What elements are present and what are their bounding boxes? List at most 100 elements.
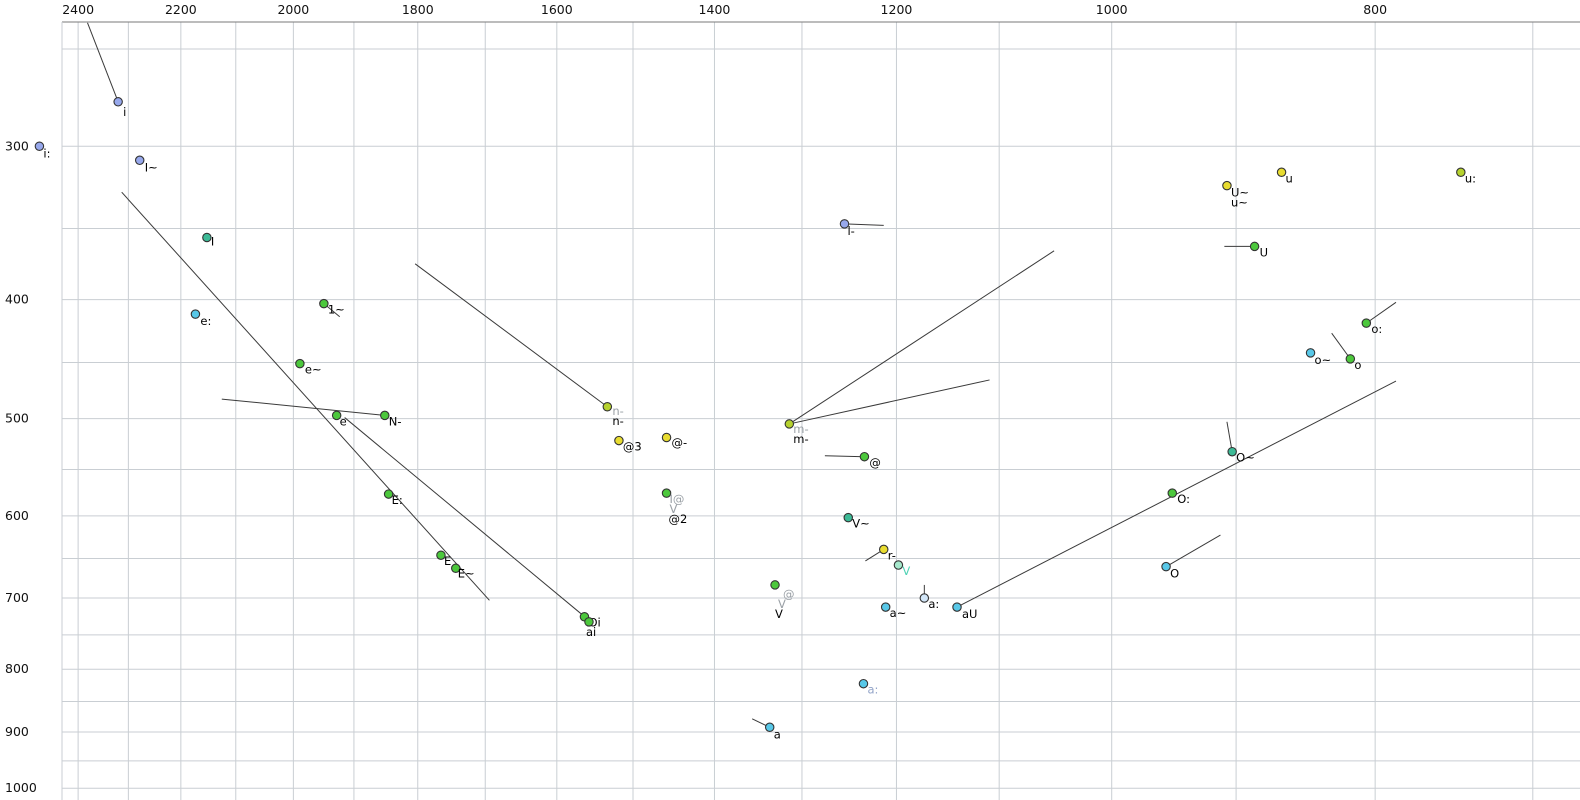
vowel-point-E: — [383, 489, 394, 499]
vowel-point-ai — [584, 617, 594, 627]
x-tick-label: 800 — [1363, 2, 1387, 17]
vowel-point-label: U — [1260, 245, 1268, 259]
vowel-point-n- — [602, 402, 613, 412]
vowel-point-label: O~ — [1236, 451, 1255, 465]
trajectory-line — [789, 379, 990, 425]
vowel-point-m- — [784, 419, 795, 429]
vowel-point-label: o~ — [1315, 353, 1332, 367]
vowel-point-label: l- — [847, 224, 854, 238]
trajectory-line — [121, 191, 490, 601]
y-tick-label: 1000 — [5, 780, 37, 795]
vowel-point-label: V~ — [852, 517, 870, 531]
y-tick-label: 500 — [5, 411, 29, 426]
vowel-point-V — [770, 580, 780, 590]
vowel-point-label: u — [1286, 171, 1293, 185]
trajectory-line — [1366, 301, 1397, 324]
vowel-point-label: r- — [888, 548, 896, 562]
vowel-point-i — [113, 97, 123, 107]
vowel-point-r- — [878, 544, 889, 555]
vowel-point-label: I~ — [145, 160, 158, 174]
vowel-point-label: m- — [793, 432, 808, 446]
x-tick-label: 2400 — [62, 2, 94, 17]
vowel-point-label: E: — [392, 493, 403, 507]
trajectory-line — [1165, 534, 1221, 568]
vowel-point-label: I@ — [670, 492, 685, 506]
vowel-point-label: @3 — [623, 440, 642, 454]
y-tick-label: 600 — [5, 508, 29, 523]
vowel-point-label: n- — [612, 404, 623, 418]
vowel-point-label: a: — [867, 683, 878, 697]
vowel-point-label: U~ — [1231, 186, 1249, 200]
trajectory-line — [221, 398, 385, 416]
vowel-point-label: N- — [389, 414, 402, 428]
vowel-point-u: — [1456, 167, 1466, 178]
y-tick-label: 400 — [5, 292, 29, 307]
vowel-point-O — [1161, 561, 1171, 572]
vowel-point-label: O: — [1177, 492, 1190, 506]
trajectory-line — [87, 22, 119, 102]
vowel-point-label: V — [778, 597, 786, 611]
vowel-point-a — [764, 722, 775, 733]
trajectory-line — [789, 250, 1055, 425]
vowel-point-O: — [1167, 488, 1178, 498]
vowel-point-label: e — [340, 414, 347, 428]
vowel-point-label: aU — [962, 607, 977, 621]
x-tick-label: 1600 — [541, 2, 573, 17]
vowel-point-label: @ — [783, 587, 795, 601]
vowel-point-label: u~ — [1231, 196, 1248, 210]
vowel-point-V-2 — [893, 560, 904, 570]
vowel-point-label: E~ — [458, 566, 475, 580]
vowel-point-o: — [1361, 318, 1372, 328]
vowel-point-aU — [952, 602, 962, 612]
vowel-point-label: a~ — [890, 606, 907, 620]
vowel-point-@2 — [661, 488, 672, 498]
vowel-point-label: i: — [43, 146, 50, 160]
vowel-point-label: V — [775, 607, 783, 621]
vowel-point-label: 1~ — [328, 303, 345, 317]
vowel-point-e — [331, 410, 342, 421]
x-tick-label: 1400 — [699, 2, 731, 17]
vowel-point-label: a: — [928, 597, 939, 611]
vowel-point-a: — [919, 593, 930, 603]
vowel-point-label: a — [774, 727, 781, 741]
vowel-point-o — [1345, 354, 1356, 364]
vowel-point-@3 — [614, 435, 624, 446]
vowel-point-@- — [661, 432, 672, 443]
vowel-point-a~ — [880, 602, 891, 612]
vowel-point-o~ — [1305, 348, 1316, 358]
vowel-point-label: n- — [612, 414, 623, 428]
vowel-point-label: i — [123, 105, 126, 119]
vowel-point-label: @2 — [669, 512, 688, 526]
vowel-point-label: V — [670, 502, 678, 516]
vowel-point-I — [202, 232, 212, 243]
vowel-point-label: I — [211, 235, 214, 249]
x-tick-label: 1000 — [1096, 2, 1128, 17]
vowel-point-label: m- — [793, 422, 808, 436]
vowel-point-U~ — [1222, 180, 1232, 191]
x-tick-label: 1200 — [881, 2, 913, 17]
vowel-point-i: — [34, 141, 45, 152]
trajectory-line — [1226, 421, 1233, 452]
vowel-point-label: e~ — [305, 363, 322, 377]
vowel-point-e: — [190, 309, 201, 319]
vowel-point-E — [436, 550, 446, 560]
vowel-point-1~ — [319, 298, 329, 309]
trajectory-line — [824, 455, 865, 458]
vowel-point-N- — [380, 410, 390, 421]
vowel-point-label: @ — [869, 456, 881, 470]
vowel-point-label: o — [1354, 358, 1361, 372]
vowel-point-@ — [859, 451, 870, 462]
vowel-point-e~ — [295, 358, 305, 369]
vowel-point-a:-2 — [858, 678, 869, 689]
x-tick-label: 2000 — [277, 2, 309, 17]
x-tick-label: 1800 — [402, 2, 434, 17]
y-tick-label: 900 — [5, 724, 29, 739]
trajectory-line — [344, 417, 589, 621]
vowel-point-l- — [839, 219, 850, 229]
vowel-point-O~ — [1227, 446, 1237, 457]
y-tick-label: 800 — [5, 661, 29, 676]
vowel-point-E~ — [451, 563, 461, 574]
vowel-point-label: o: — [1371, 322, 1382, 336]
